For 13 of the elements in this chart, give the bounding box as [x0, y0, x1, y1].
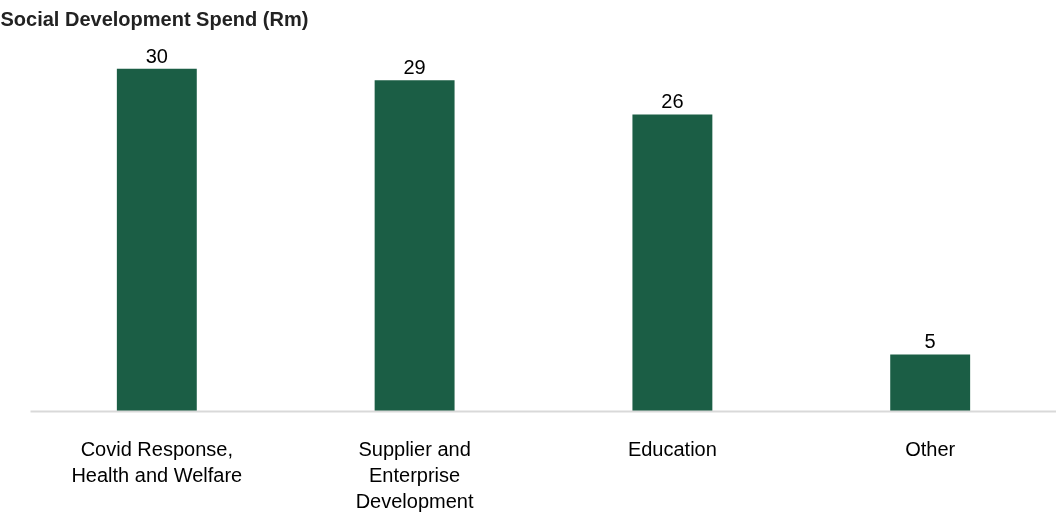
data-label: 5 [924, 330, 936, 353]
data-label: 26 [661, 90, 684, 113]
x-tick-label: Education [627, 437, 717, 460]
bar [632, 114, 713, 412]
data-label: 30 [145, 44, 168, 67]
x-tick-label: Other [905, 437, 956, 460]
bar [890, 354, 971, 412]
data-label: 29 [403, 56, 426, 79]
chart-title: Social Development Spend (Rm) [0, 7, 309, 30]
bar [116, 68, 197, 412]
x-tick-label: Covid Response, Health and Welfare [71, 437, 243, 486]
x-tick-label: Supplier and Enterprise Development [355, 437, 474, 513]
bar [374, 80, 455, 412]
